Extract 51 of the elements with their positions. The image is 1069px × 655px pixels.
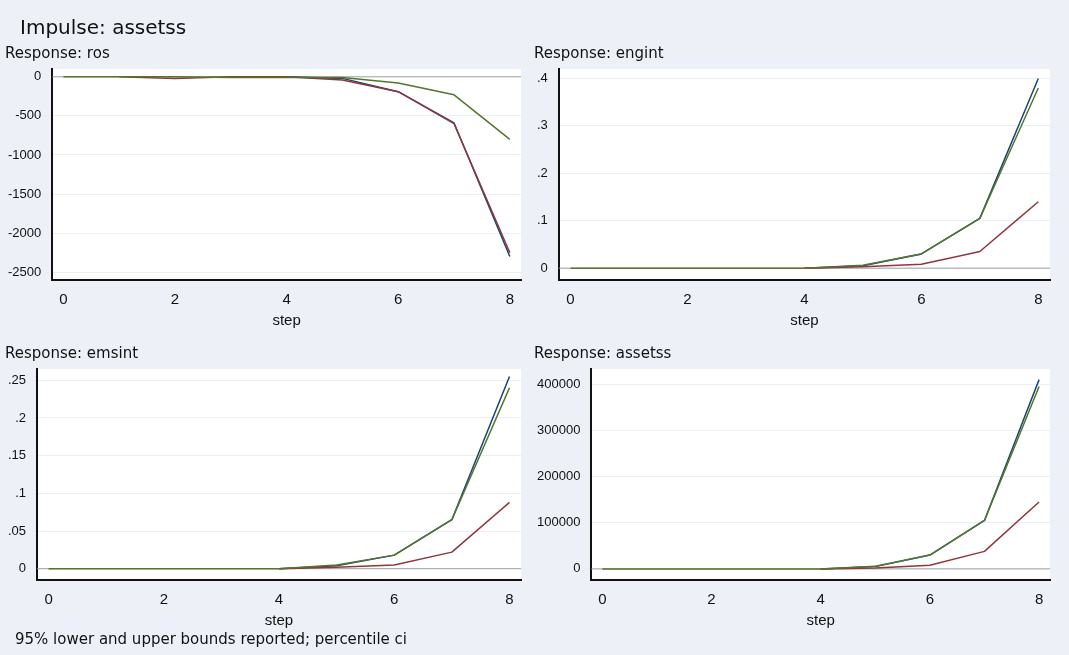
y-tick-label: .3 bbox=[537, 117, 548, 133]
y-tick-label: 0 bbox=[573, 560, 581, 576]
y-tick-label: 0 bbox=[34, 68, 42, 84]
chart-title: Response: ros bbox=[5, 43, 110, 62]
y-tick-label: -2500 bbox=[8, 263, 42, 279]
y-tick-label: .2 bbox=[15, 409, 27, 425]
y-tick-label: .15 bbox=[7, 447, 27, 463]
x-tick-label: 0 bbox=[59, 290, 68, 308]
x-tick-label: 2 bbox=[170, 290, 180, 308]
chart-title: Response: assetss bbox=[534, 343, 672, 362]
y-tick-label: .2 bbox=[537, 164, 548, 180]
x-axis-title: step bbox=[790, 311, 819, 329]
x-tick-label: 2 bbox=[683, 290, 692, 308]
y-tick-label: 0 bbox=[18, 560, 27, 576]
y-tick-label: 400000 bbox=[536, 375, 581, 391]
x-tick-label: 8 bbox=[1034, 590, 1044, 608]
x-tick-label: 8 bbox=[505, 590, 514, 608]
y-tick-label: -500 bbox=[15, 107, 42, 123]
x-tick-label: 4 bbox=[800, 290, 809, 308]
y-tick-label: 100000 bbox=[536, 514, 581, 530]
x-tick-label: 6 bbox=[917, 290, 926, 308]
y-tick-label: .1 bbox=[537, 212, 548, 228]
x-axis-title: step bbox=[806, 611, 835, 629]
y-tick-label: 0 bbox=[540, 259, 548, 275]
text: 95% lower and upper bounds reported; percentile ci bbox=[15, 630, 407, 648]
y-tick-label: -1500 bbox=[8, 185, 42, 201]
x-tick-label: 6 bbox=[394, 290, 403, 308]
y-tick-label: .05 bbox=[7, 522, 27, 538]
y-tick-label: .1 bbox=[15, 484, 27, 500]
x-tick-label: 4 bbox=[282, 290, 291, 308]
x-tick-label: 2 bbox=[159, 590, 168, 608]
y-tick-label: 300000 bbox=[536, 421, 581, 437]
y-tick-label: .4 bbox=[537, 70, 548, 86]
x-tick-label: 8 bbox=[505, 290, 515, 308]
x-tick-label: 4 bbox=[274, 590, 284, 608]
x-tick-label: 6 bbox=[390, 590, 399, 608]
y-tick-label: .25 bbox=[7, 371, 27, 387]
x-tick-label: 2 bbox=[707, 590, 716, 608]
x-tick-label: 6 bbox=[925, 590, 935, 608]
x-axis-title: step bbox=[272, 311, 301, 329]
chart-title: Response: emsint bbox=[5, 343, 139, 362]
y-tick-label: 200000 bbox=[536, 468, 581, 484]
y-tick-label: -2000 bbox=[8, 224, 42, 240]
x-axis-title: step bbox=[264, 611, 294, 629]
y-tick-label: -1000 bbox=[8, 146, 42, 162]
x-tick-label: 4 bbox=[816, 590, 825, 608]
text: Impulse: assetss bbox=[20, 15, 187, 39]
x-tick-label: 0 bbox=[598, 590, 607, 608]
x-tick-label: 0 bbox=[44, 590, 53, 608]
chart-title: Response: engint bbox=[534, 43, 664, 62]
x-tick-label: 8 bbox=[1034, 290, 1043, 308]
